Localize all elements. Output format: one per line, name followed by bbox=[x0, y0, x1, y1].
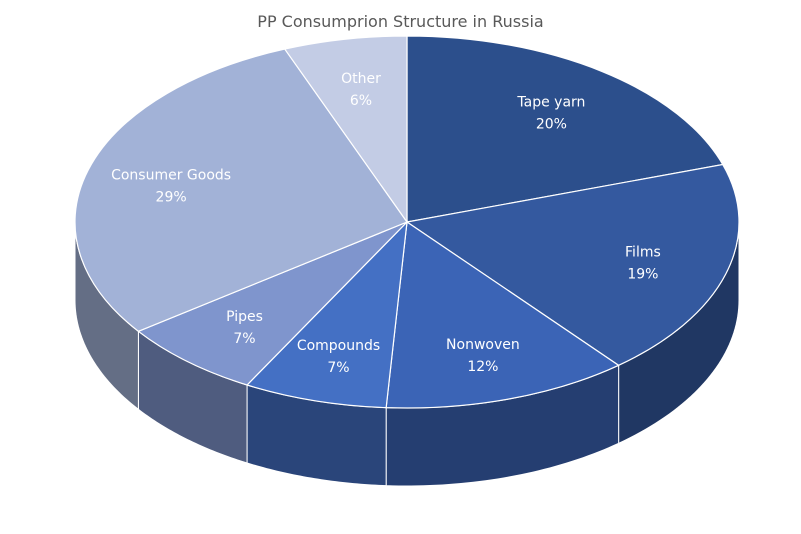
slice-label-tape-yarn: Tape yarn bbox=[516, 95, 585, 111]
slice-value-films: 19% bbox=[627, 266, 658, 282]
slice-value-nonwoven: 12% bbox=[467, 359, 498, 375]
slice-label-films: Films bbox=[625, 244, 661, 260]
slice-label-nonwoven: Nonwoven bbox=[446, 337, 520, 353]
pie-slice-compounds bbox=[245, 220, 408, 409]
pie-slice-films bbox=[405, 163, 740, 367]
pie-slice-pipes bbox=[137, 221, 408, 386]
slice-label-other: Other bbox=[341, 71, 381, 87]
pie-slice-tape-yarn bbox=[406, 35, 724, 223]
slice-label-consumer-goods: Consumer Goods bbox=[111, 168, 231, 184]
slice-value-compounds: 7% bbox=[327, 360, 349, 376]
pie-slice-consumer-goods bbox=[74, 48, 408, 333]
slice-value-tape-yarn: 20% bbox=[536, 117, 567, 133]
slice-label-pipes: Pipes bbox=[226, 309, 263, 325]
pie-sides bbox=[74, 221, 740, 487]
slice-label-compounds: Compounds bbox=[297, 338, 380, 354]
slice-value-pipes: 7% bbox=[233, 331, 255, 347]
slice-value-consumer-goods: 29% bbox=[156, 190, 187, 206]
slice-value-other: 6% bbox=[350, 93, 372, 109]
pie-slice-nonwoven bbox=[385, 220, 620, 409]
chart-title: PP Consumprion Structure in Russia bbox=[257, 12, 544, 31]
pie-tops bbox=[74, 35, 740, 409]
pie-slice-other bbox=[283, 35, 408, 224]
pie-labels: Tape yarn 20% Films 19% Nonwoven 12% Compounds… bbox=[111, 71, 661, 376]
